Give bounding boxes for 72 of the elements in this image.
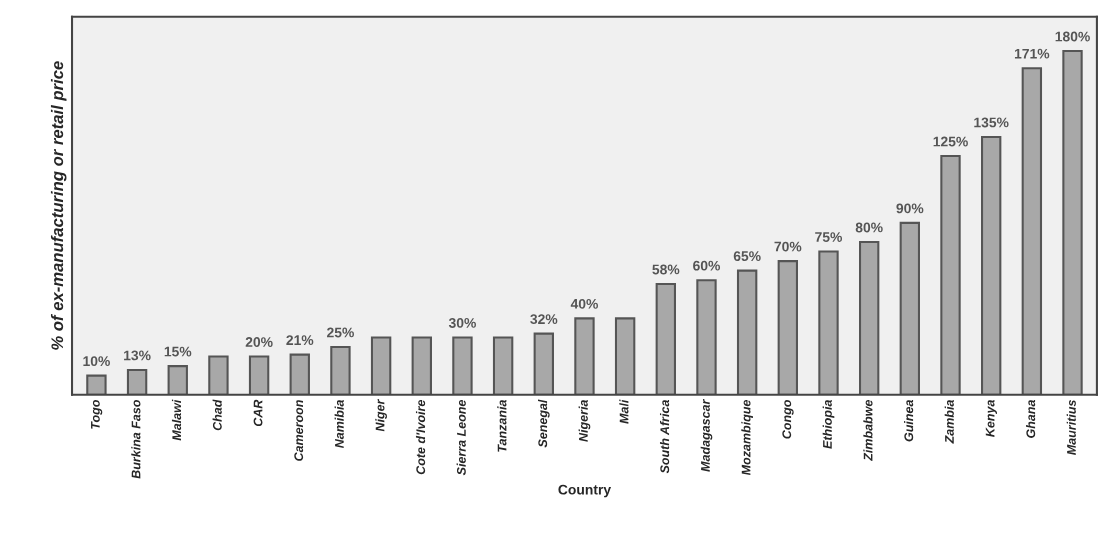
x-tick-label: Zambia — [944, 399, 954, 444]
bar — [736, 269, 758, 395]
bar — [208, 355, 229, 395]
bar — [1062, 50, 1083, 395]
data-label: 171% — [1014, 48, 1050, 59]
data-label: 13% — [124, 350, 151, 361]
data-label: 65% — [733, 251, 761, 262]
x-tick-label: Burkina Faso — [131, 400, 141, 479]
data-label: 30% — [448, 318, 476, 328]
y-axis-title: % of ex-manufacturing or retail price — [50, 61, 67, 350]
bar — [492, 336, 514, 395]
data-label: 80% — [855, 222, 883, 233]
x-tick-label: Ghana — [1026, 399, 1036, 438]
bar — [289, 353, 310, 395]
data-label: 75% — [815, 232, 843, 242]
bar — [411, 336, 432, 395]
x-tick-label: Namibia — [334, 399, 344, 449]
bar — [452, 336, 473, 395]
data-label: 60% — [693, 260, 721, 271]
data-label: 58% — [652, 264, 680, 275]
x-tick-label: CAR — [253, 399, 263, 427]
bar — [940, 155, 961, 395]
data-label: 70% — [774, 241, 802, 252]
bar — [818, 250, 839, 395]
x-tick-label: Congo — [782, 400, 794, 439]
bar — [126, 368, 148, 395]
bar — [370, 336, 392, 395]
bar — [614, 317, 636, 395]
x-tick-label: Madagascar — [700, 399, 713, 472]
bar — [655, 282, 676, 395]
x-tick-label: Kenya — [985, 399, 997, 437]
data-label: 21% — [286, 335, 314, 346]
bar — [1021, 67, 1043, 395]
data-label: 10% — [83, 356, 110, 367]
data-label: 125% — [933, 136, 968, 147]
x-tick-label: South Africa — [659, 399, 670, 474]
bar — [167, 365, 188, 395]
x-tick-label: Zimbabwe — [863, 399, 873, 462]
bar — [248, 355, 270, 395]
x-tick-label: Cote d'Ivoire — [415, 399, 426, 475]
bar — [330, 345, 351, 395]
x-tick-label: Mozambique — [741, 399, 753, 476]
bar — [696, 279, 717, 395]
x-tick-label: Senegal — [537, 399, 550, 448]
data-label: 32% — [530, 314, 558, 325]
bar — [86, 374, 107, 395]
x-tick-label: Mauritius — [1066, 400, 1076, 455]
data-label: 25% — [327, 327, 354, 338]
x-tick-label: Sierra Leone — [456, 399, 466, 476]
bar — [858, 240, 880, 395]
x-tick-label: Togo — [91, 400, 103, 429]
x-tick-label: Cameroon — [294, 400, 304, 461]
data-label: 135% — [974, 117, 1009, 128]
x-tick-label: Niger — [375, 399, 387, 432]
data-label: 20% — [245, 337, 273, 347]
bar — [574, 317, 595, 395]
x-axis-title: Country — [558, 484, 612, 498]
x-tick-label: Mali — [619, 399, 629, 424]
data-label: 15% — [164, 346, 192, 357]
data-label: 180% — [1055, 31, 1090, 42]
x-tick-label: Malawi — [171, 399, 182, 441]
data-label: 90% — [896, 203, 924, 214]
bar — [533, 332, 554, 395]
x-tick-label: Guinea — [904, 399, 914, 442]
data-label: 40% — [570, 298, 598, 309]
x-tick-label: Ethiopia — [822, 399, 835, 449]
x-tick-label: Tanzania — [497, 399, 507, 452]
bar — [777, 260, 799, 395]
x-tick-label: Chad — [212, 399, 222, 431]
bar — [980, 135, 1002, 395]
x-tick-label: Nigeria — [578, 399, 591, 442]
bar — [899, 221, 921, 395]
